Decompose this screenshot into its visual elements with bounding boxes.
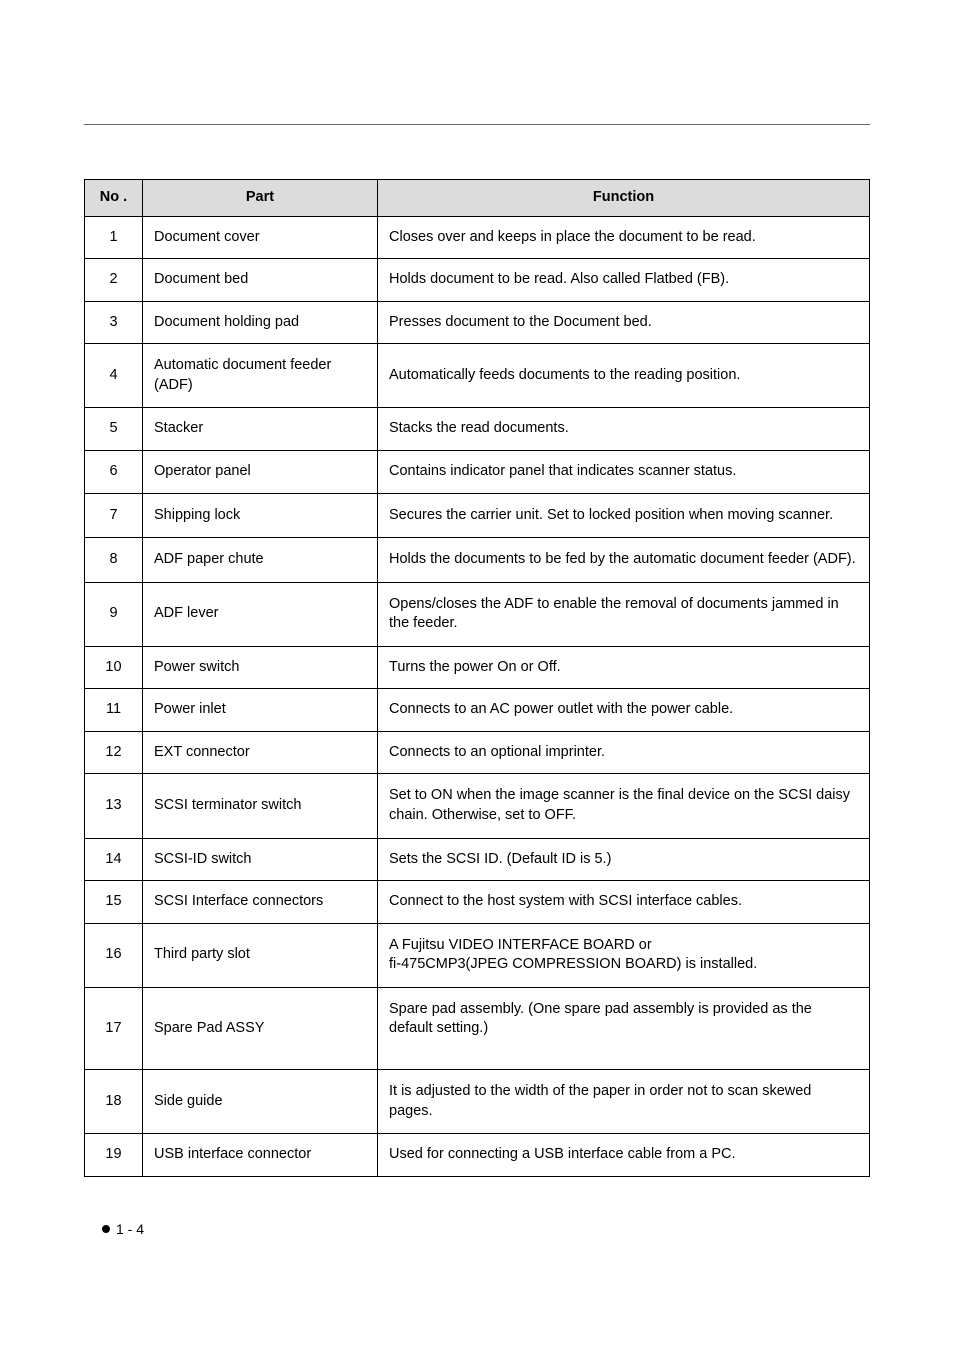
table-row: 7Shipping lockSecures the carrier unit. … (85, 493, 870, 538)
cell-no: 13 (85, 774, 143, 838)
table-row: 16Third party slotA Fujitsu VIDEO INTERF… (85, 923, 870, 987)
table-row: 11Power inletConnects to an AC power out… (85, 689, 870, 732)
table-row: 8ADF paper chuteHolds the documents to b… (85, 538, 870, 583)
parts-table-body: 1Document coverCloses over and keeps in … (85, 216, 870, 1176)
cell-no: 15 (85, 881, 143, 924)
footer-bullet-icon (102, 1225, 110, 1233)
parts-table-wrap: No . Part Function 1Document coverCloses… (84, 179, 870, 1177)
page-footer: 1 - 4 (102, 1221, 954, 1237)
cell-function: Connects to an AC power outlet with the … (378, 689, 870, 732)
cell-function: Set to ON when the image scanner is the … (378, 774, 870, 838)
table-row: 19USB interface connectorUsed for connec… (85, 1134, 870, 1177)
cell-no: 8 (85, 538, 143, 583)
parts-table: No . Part Function 1Document coverCloses… (84, 179, 870, 1177)
table-row: 1Document coverCloses over and keeps in … (85, 216, 870, 259)
cell-part: Document bed (143, 259, 378, 302)
cell-part: SCSI Interface connectors (143, 881, 378, 924)
cell-no: 17 (85, 987, 143, 1069)
cell-no: 7 (85, 493, 143, 538)
cell-function: Closes over and keeps in place the docum… (378, 216, 870, 259)
cell-part: Spare Pad ASSY (143, 987, 378, 1069)
table-row: 4Automatic document feeder (ADF)Automati… (85, 344, 870, 408)
cell-function: Stacks the read documents. (378, 408, 870, 451)
table-row: 2Document bedHolds document to be read. … (85, 259, 870, 302)
cell-function: Secures the carrier unit. Set to locked … (378, 493, 870, 538)
cell-function: Sets the SCSI ID. (Default ID is 5.) (378, 838, 870, 881)
cell-function: A Fujitsu VIDEO INTERFACE BOARD orfi-475… (378, 923, 870, 987)
cell-function: Used for connecting a USB interface cabl… (378, 1134, 870, 1177)
cell-part: Power switch (143, 646, 378, 689)
cell-part: ADF paper chute (143, 538, 378, 583)
cell-no: 9 (85, 582, 143, 646)
cell-function: Turns the power On or Off. (378, 646, 870, 689)
cell-part: Stacker (143, 408, 378, 451)
table-row: 3Document holding padPresses document to… (85, 301, 870, 344)
cell-part: ADF lever (143, 582, 378, 646)
cell-function: Presses document to the Document bed. (378, 301, 870, 344)
cell-no: 2 (85, 259, 143, 302)
cell-part: Operator panel (143, 450, 378, 493)
cell-no: 4 (85, 344, 143, 408)
cell-no: 5 (85, 408, 143, 451)
cell-no: 16 (85, 923, 143, 987)
table-row: 6Operator panelContains indicator panel … (85, 450, 870, 493)
table-row: 10Power switchTurns the power On or Off. (85, 646, 870, 689)
table-row: 12EXT connectorConnects to an optional i… (85, 731, 870, 774)
cell-part: EXT connector (143, 731, 378, 774)
cell-part: Document cover (143, 216, 378, 259)
col-header-function: Function (378, 180, 870, 217)
cell-function: Automatically feeds documents to the rea… (378, 344, 870, 408)
cell-no: 3 (85, 301, 143, 344)
cell-function: Contains indicator panel that indicates … (378, 450, 870, 493)
table-row: 14SCSI-ID switchSets the SCSI ID. (Defau… (85, 838, 870, 881)
cell-no: 12 (85, 731, 143, 774)
cell-function: Connect to the host system with SCSI int… (378, 881, 870, 924)
cell-part: Shipping lock (143, 493, 378, 538)
cell-function: Holds document to be read. Also called F… (378, 259, 870, 302)
table-row: 9ADF leverOpens/closes the ADF to enable… (85, 582, 870, 646)
table-row: 18Side guideIt is adjusted to the width … (85, 1069, 870, 1133)
top-rule (84, 124, 870, 125)
cell-function: Holds the documents to be fed by the aut… (378, 538, 870, 583)
table-row: 17Spare Pad ASSYSpare pad assembly. (One… (85, 987, 870, 1069)
cell-part: SCSI-ID switch (143, 838, 378, 881)
cell-no: 14 (85, 838, 143, 881)
cell-function: Connects to an optional imprinter. (378, 731, 870, 774)
table-header-row: No . Part Function (85, 180, 870, 217)
table-row: 15SCSI Interface connectorsConnect to th… (85, 881, 870, 924)
cell-part: Document holding pad (143, 301, 378, 344)
cell-no: 19 (85, 1134, 143, 1177)
table-row: 5StackerStacks the read documents. (85, 408, 870, 451)
page-number: 1 - 4 (116, 1221, 144, 1237)
cell-function: It is adjusted to the width of the paper… (378, 1069, 870, 1133)
cell-part: Side guide (143, 1069, 378, 1133)
cell-no: 10 (85, 646, 143, 689)
cell-no: 11 (85, 689, 143, 732)
cell-no: 1 (85, 216, 143, 259)
cell-part: Power inlet (143, 689, 378, 732)
cell-part: SCSI terminator switch (143, 774, 378, 838)
cell-no: 18 (85, 1069, 143, 1133)
table-row: 13SCSI terminator switchSet to ON when t… (85, 774, 870, 838)
cell-part: USB interface connector (143, 1134, 378, 1177)
col-header-part: Part (143, 180, 378, 217)
col-header-no: No . (85, 180, 143, 217)
cell-no: 6 (85, 450, 143, 493)
cell-function: Opens/closes the ADF to enable the remov… (378, 582, 870, 646)
cell-part: Third party slot (143, 923, 378, 987)
cell-function: Spare pad assembly. (One spare pad assem… (378, 987, 870, 1069)
cell-part: Automatic document feeder (ADF) (143, 344, 378, 408)
